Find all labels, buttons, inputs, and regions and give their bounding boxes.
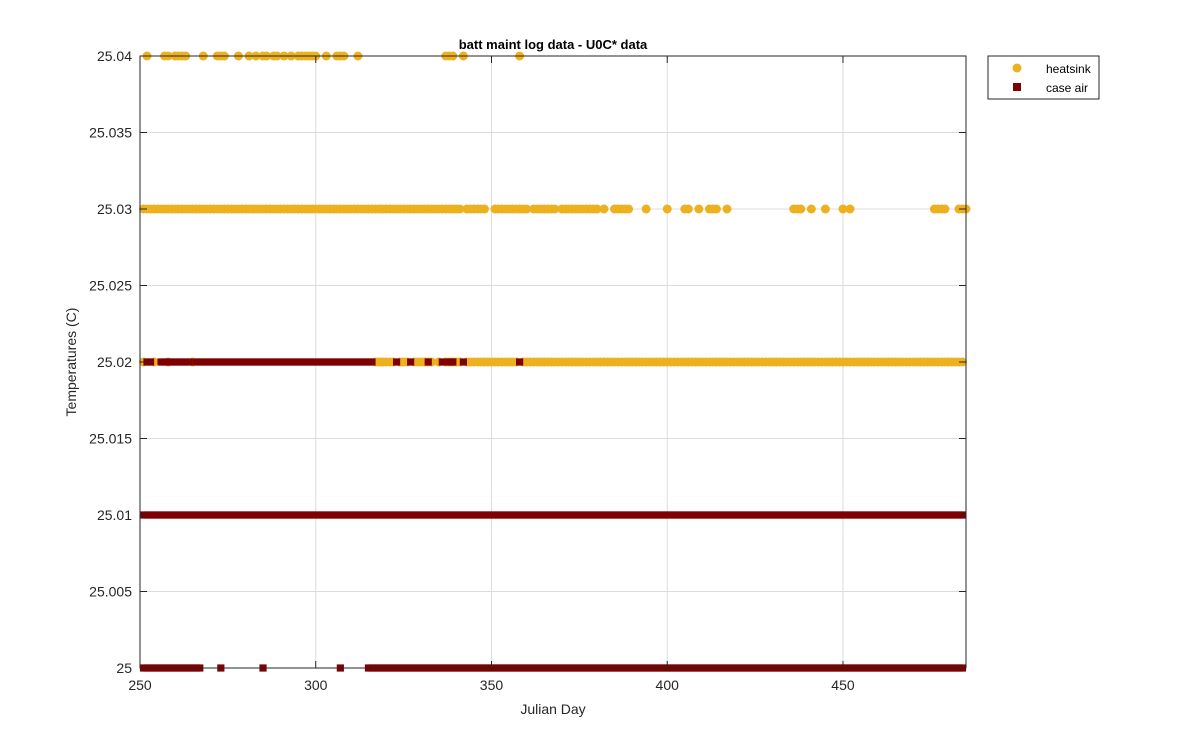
- data-point: [550, 204, 560, 214]
- legend: heatsink case air: [987, 55, 1100, 100]
- series-heatsink: [139, 51, 971, 367]
- data-point: [146, 358, 155, 366]
- y-tick-label: 25.02: [97, 354, 132, 370]
- data-point: [845, 204, 855, 214]
- data-point: [624, 204, 634, 214]
- data-point: [455, 204, 465, 214]
- y-tick-label: 25: [116, 660, 132, 676]
- chart-title: batt maint log data - U0C* data: [459, 37, 648, 52]
- data-point: [392, 358, 401, 366]
- data-point: [522, 204, 532, 214]
- data-point: [641, 204, 651, 214]
- legend-label-heatsink: heatsink: [1046, 62, 1092, 76]
- data-point: [694, 204, 704, 214]
- legend-box: [987, 55, 1100, 100]
- data-point: [479, 204, 489, 214]
- data-point: [940, 204, 950, 214]
- x-tick-label: 300: [304, 677, 328, 693]
- data-point: [438, 358, 446, 366]
- data-point: [516, 358, 524, 366]
- y-tick-label: 25.01: [97, 507, 132, 523]
- x-tick-label: 250: [128, 677, 152, 693]
- data-point: [368, 358, 376, 366]
- y-tick-label: 25.03: [97, 201, 132, 217]
- data-point: [185, 358, 193, 366]
- data-point: [683, 204, 693, 214]
- data-point: [424, 358, 432, 366]
- data-point: [592, 204, 602, 214]
- data-marks: [139, 51, 971, 672]
- y-tick-label: 25.015: [89, 431, 132, 447]
- data-point: [711, 204, 721, 214]
- data-point: [662, 204, 672, 214]
- data-point: [722, 204, 732, 214]
- axis-ticks: 250 300 350 400 450 25 25.005 25.01 25.015 25.02 2…: [89, 48, 966, 693]
- y-axis-label: Temperatures (C): [63, 308, 79, 417]
- legend-label-case-air: case air: [1046, 81, 1088, 95]
- x-tick-label: 350: [480, 677, 504, 693]
- legend-marker-case-air: [1013, 83, 1021, 91]
- data-point: [820, 204, 830, 214]
- data-point: [796, 204, 806, 214]
- data-point: [459, 358, 467, 366]
- y-tick-label: 25.025: [89, 278, 132, 294]
- y-tick-label: 25.035: [89, 125, 132, 141]
- x-tick-label: 450: [831, 677, 855, 693]
- data-point: [407, 358, 415, 366]
- data-point: [806, 204, 816, 214]
- y-tick-label: 25.04: [97, 48, 132, 64]
- data-point: [449, 358, 457, 366]
- x-tick-label: 400: [656, 677, 680, 693]
- x-axis-label: Julian Day: [520, 701, 585, 717]
- legend-marker-heatsink: [1012, 63, 1022, 73]
- y-tick-label: 25.005: [89, 584, 132, 600]
- data-point: [599, 204, 609, 214]
- data-point: [838, 204, 848, 214]
